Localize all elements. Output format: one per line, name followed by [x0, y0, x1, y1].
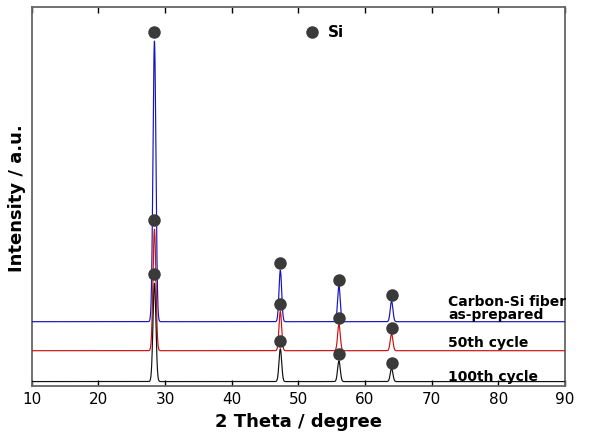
- Text: as-prepared: as-prepared: [448, 307, 544, 321]
- Text: Si: Si: [327, 25, 344, 40]
- Text: 100th cycle: 100th cycle: [448, 369, 538, 383]
- Y-axis label: Intensity / a.u.: Intensity / a.u.: [8, 124, 27, 271]
- Text: 50th cycle: 50th cycle: [448, 336, 528, 350]
- X-axis label: 2 Theta / degree: 2 Theta / degree: [215, 412, 382, 430]
- Text: Carbon-Si fiber: Carbon-Si fiber: [448, 294, 566, 308]
